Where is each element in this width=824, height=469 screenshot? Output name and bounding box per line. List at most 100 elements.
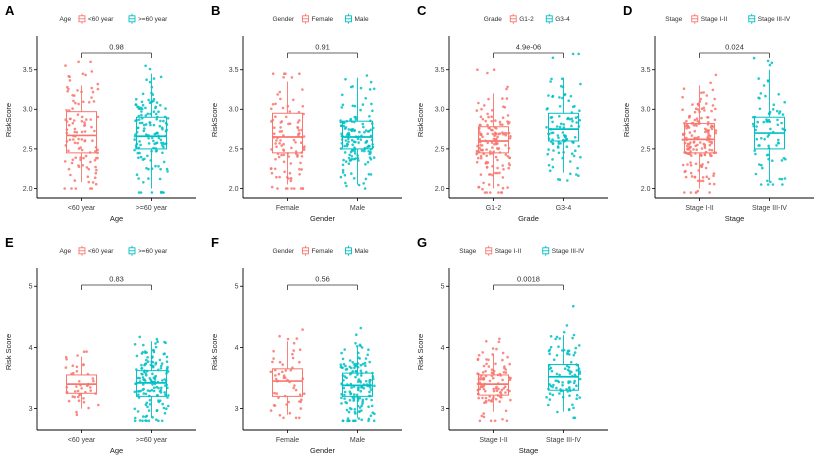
- data-point: [551, 393, 555, 397]
- x-tick-label: Female: [276, 205, 299, 212]
- data-point: [93, 129, 96, 133]
- data-point: [86, 175, 90, 178]
- data-point: [365, 74, 369, 77]
- data-point: [478, 381, 481, 384]
- data-point: [569, 361, 573, 364]
- data-point: [159, 75, 163, 79]
- panel-letter: G: [417, 235, 427, 250]
- data-point: [85, 350, 88, 353]
- data-point: [149, 112, 152, 116]
- data-point: [270, 148, 273, 151]
- data-point: [489, 173, 492, 176]
- data-point: [160, 364, 163, 368]
- data-point: [570, 124, 573, 128]
- data-point: [281, 370, 284, 374]
- data-point: [345, 367, 349, 371]
- data-point: [275, 139, 278, 142]
- data-point: [360, 149, 364, 152]
- data-point: [150, 149, 153, 153]
- data-point: [341, 163, 345, 167]
- data-point: [367, 348, 370, 351]
- data-point: [159, 119, 162, 123]
- data-point: [73, 127, 77, 131]
- data-point: [144, 419, 147, 422]
- data-point: [780, 121, 783, 125]
- data-point: [495, 141, 498, 145]
- data-point: [156, 115, 159, 119]
- data-point: [708, 134, 712, 138]
- data-point: [699, 179, 702, 183]
- data-point: [502, 387, 505, 390]
- data-point: [545, 108, 549, 111]
- data-point: [363, 187, 367, 190]
- data-point: [484, 401, 488, 404]
- data-point: [775, 109, 779, 113]
- data-point: [359, 86, 363, 90]
- data-point: [134, 119, 137, 122]
- data-point: [152, 146, 155, 150]
- data-point: [85, 118, 88, 121]
- data-point: [82, 350, 86, 353]
- data-point: [489, 419, 493, 423]
- data-point: [133, 343, 137, 346]
- data-point: [270, 120, 273, 123]
- data-point: [160, 362, 164, 365]
- data-point: [148, 389, 152, 393]
- data-point: [288, 380, 291, 384]
- data-point: [571, 403, 574, 407]
- data-point: [340, 396, 343, 400]
- data-point: [508, 156, 511, 160]
- data-point: [780, 177, 784, 181]
- data-point: [694, 191, 698, 194]
- panel-C: C Grade G1-2 G3-4 2.0 2.5 3.0 3.5 RiskScore G1-2 G…: [412, 0, 618, 232]
- data-point: [571, 336, 574, 340]
- data-point: [341, 366, 344, 369]
- data-point: [154, 112, 158, 116]
- data-point: [157, 110, 160, 113]
- data-point: [548, 169, 552, 172]
- data-point: [347, 162, 351, 165]
- panel-A: A Age <60 year >=60 year 2.0 2.5 3.0 3.5 RiskSco…: [0, 0, 206, 232]
- legend-key-icon: [485, 245, 493, 256]
- legend-key-icon: [302, 13, 309, 24]
- data-point: [558, 392, 561, 395]
- legend-key-icon: [345, 245, 352, 256]
- data-point: [151, 93, 155, 96]
- data-point: [361, 400, 364, 403]
- data-point: [579, 82, 582, 86]
- data-point: [298, 168, 301, 171]
- data-point: [164, 107, 167, 110]
- data-point: [486, 112, 489, 116]
- data-point: [359, 369, 363, 372]
- data-point: [134, 144, 138, 147]
- p-value: 0.56: [315, 275, 330, 284]
- data-point: [65, 390, 69, 394]
- data-point: [287, 122, 290, 126]
- data-point: [145, 401, 149, 405]
- data-point: [500, 393, 503, 396]
- data-point: [546, 152, 549, 156]
- data-point: [765, 120, 768, 123]
- data-point: [72, 99, 75, 103]
- p-value: 0.98: [109, 43, 124, 52]
- data-point: [359, 344, 362, 348]
- data-point: [94, 171, 98, 175]
- data-point: [151, 383, 154, 386]
- data-point: [165, 360, 169, 363]
- data-point: [144, 64, 147, 68]
- data-point: [64, 144, 68, 147]
- data-point: [278, 175, 281, 179]
- data-point: [500, 388, 504, 392]
- data-point: [302, 112, 305, 116]
- data-point: [758, 107, 762, 111]
- y-tick-label: 4: [441, 345, 445, 352]
- data-point: [486, 71, 489, 75]
- data-point: [77, 137, 80, 141]
- data-point: [297, 129, 301, 132]
- data-point: [354, 118, 358, 121]
- data-point: [559, 122, 563, 126]
- data-point: [476, 144, 479, 148]
- data-point: [569, 160, 572, 163]
- data-point: [760, 163, 763, 167]
- data-point: [136, 105, 139, 109]
